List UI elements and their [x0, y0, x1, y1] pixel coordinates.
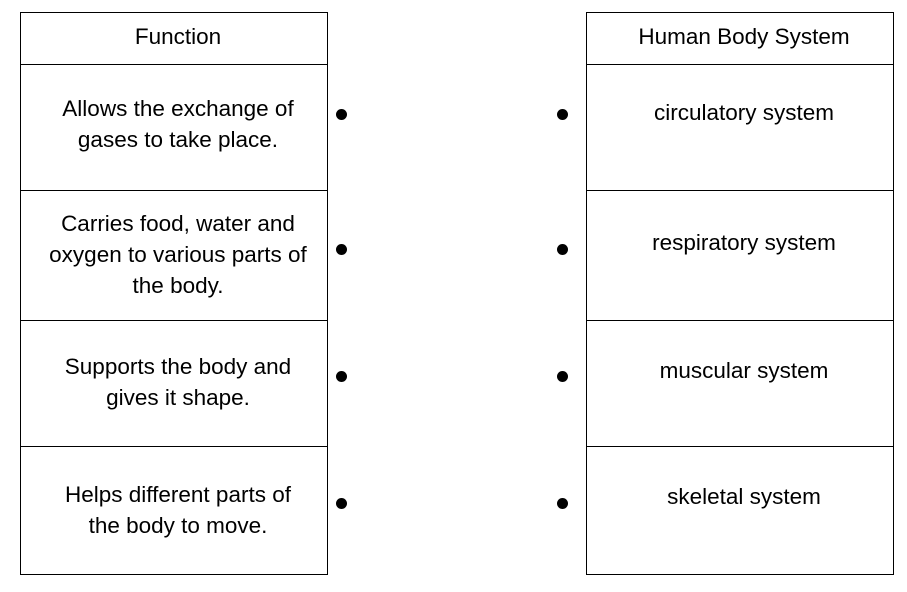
system-item-2: respiratory system	[652, 230, 836, 255]
system-table: Human Body System circulatory system res…	[586, 12, 894, 575]
function-2-match-dot[interactable]	[336, 244, 347, 255]
system-item-3: muscular system	[659, 358, 829, 383]
row-divider	[587, 190, 893, 191]
function-item-3-line-2: gives it shape.	[106, 385, 250, 410]
system-header: Human Body System	[638, 24, 850, 49]
function-item-1: Allows the exchange of gases to take pla…	[25, 93, 331, 155]
function-item-1-line-2: gases to take place.	[77, 127, 279, 152]
function-table: Function Allows the exchange of gases to…	[20, 12, 328, 575]
row-divider	[21, 320, 327, 321]
function-4-match-dot[interactable]	[336, 498, 347, 509]
function-item-4-line-2: the body to move.	[88, 513, 268, 538]
row-divider	[587, 64, 893, 65]
function-item-2-line-1: Carries food, water and	[61, 211, 295, 236]
function-3-match-dot[interactable]	[336, 371, 347, 382]
system-2-match-dot[interactable]	[557, 244, 568, 255]
system-1-match-dot[interactable]	[557, 109, 568, 120]
row-divider	[21, 64, 327, 65]
function-item-2: Carries food, water and oxygen to variou…	[25, 208, 331, 301]
row-divider	[587, 446, 893, 447]
row-divider	[21, 446, 327, 447]
function-item-4-line-1: Helps different parts of	[65, 482, 291, 507]
system-4-match-dot[interactable]	[557, 498, 568, 509]
function-item-2-line-2: oxygen to various parts of	[49, 242, 307, 267]
function-item-3-line-1: Supports the body and	[64, 354, 292, 379]
function-item-4: Helps different parts of the body to mov…	[25, 479, 331, 541]
function-item-2-line-3: the body.	[132, 273, 224, 298]
row-divider	[21, 190, 327, 191]
system-3-match-dot[interactable]	[557, 371, 568, 382]
function-header: Function	[134, 24, 222, 49]
function-1-match-dot[interactable]	[336, 109, 347, 120]
system-item-4: skeletal system	[667, 484, 821, 509]
row-divider	[587, 320, 893, 321]
system-item-1: circulatory system	[653, 100, 835, 125]
function-item-1-line-1: Allows the exchange of	[62, 96, 294, 121]
function-item-3: Supports the body and gives it shape.	[25, 351, 331, 413]
